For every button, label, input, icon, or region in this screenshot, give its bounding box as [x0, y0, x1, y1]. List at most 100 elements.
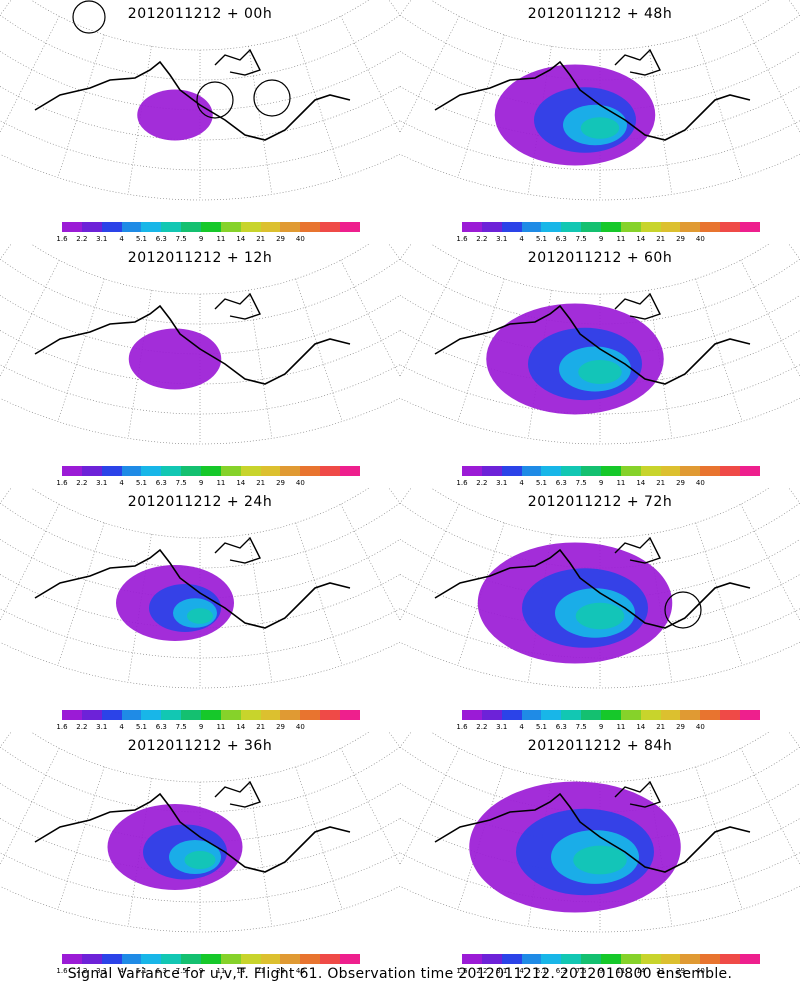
colorbar-cell — [481, 466, 502, 476]
panel-title: 2012011212 + 60h — [527, 250, 673, 266]
colorbar-cell — [501, 710, 522, 720]
colorbar-tick-label: 4 — [519, 235, 524, 243]
colorbar-tick-label: 9 — [198, 723, 204, 731]
colorbar-cell — [280, 222, 301, 232]
colorbar-cell — [201, 710, 221, 720]
longitude-gridline — [648, 46, 673, 195]
colorbar-tick-label: 11 — [616, 723, 626, 731]
colorbar-tick-label: 3.1 — [96, 235, 108, 243]
colorbar-cell — [62, 710, 82, 720]
variance-region — [578, 360, 622, 384]
colorbar-tick-label: 7.5 — [575, 723, 587, 731]
colorbar-tick-label: 11 — [616, 235, 626, 243]
forecast-panel: 2012011212 + 12h 1.6 2.2 3.1 4 5.1 6.3 7.5 9 11 14… — [0, 244, 400, 487]
colorbar-cell — [481, 710, 502, 720]
latitude-gridline — [0, 573, 400, 629]
colorbar-cell — [81, 466, 102, 476]
colorbar-cell — [240, 954, 261, 964]
colorbar-tick-label: 21 — [256, 479, 266, 487]
longitude-gridline — [400, 504, 460, 622]
colorbar-tick-label: 29 — [676, 235, 685, 243]
colorbar-cell — [720, 710, 741, 720]
colorbar-tick-label: 14 — [236, 479, 246, 487]
colorbar-cell — [161, 466, 182, 476]
colorbar-cell — [201, 466, 221, 476]
colorbar-cell — [260, 466, 281, 476]
colorbar-tick-label: 1.6 — [456, 967, 468, 975]
coastline — [34, 792, 351, 873]
colorbar-tick-label: 21 — [256, 723, 266, 731]
colorbar-cell — [240, 222, 261, 232]
panel-title: 2012011212 + 48h — [527, 6, 673, 22]
colorbar-cell — [161, 710, 182, 720]
longitude-gridline — [248, 46, 273, 195]
longitude-gridline — [57, 34, 105, 178]
longitude-gridline — [340, 748, 400, 866]
latitude-gridline — [0, 502, 400, 569]
latitude-gridline — [0, 329, 400, 385]
colorbar-cell — [740, 710, 760, 720]
colorbar-tick-label: 3.1 — [496, 235, 508, 243]
colorbar-tick-label: 14 — [636, 235, 646, 243]
longitude-gridline — [57, 278, 105, 422]
variance-region — [128, 328, 222, 390]
colorbar-cell — [680, 222, 701, 232]
colorbar-cell — [700, 954, 721, 964]
colorbar-tick-label: 3.1 — [496, 723, 508, 731]
colorbar-cell — [181, 466, 202, 476]
colorbar-cell — [141, 222, 162, 232]
colorbar-cell — [660, 710, 681, 720]
colorbar-cell — [581, 954, 602, 964]
colorbar-cell — [640, 222, 661, 232]
panel-title: 2012011212 + 24h — [127, 494, 273, 510]
longitude-gridline — [695, 522, 743, 666]
colorbar-cell — [541, 954, 562, 964]
colorbar-tick-label: 9 — [198, 479, 204, 487]
colorbar-cell — [320, 222, 341, 232]
longitude-gridline — [400, 732, 412, 748]
colorbar-tick-label: 11 — [216, 723, 226, 731]
colorbar-tick-label: 4 — [119, 235, 124, 243]
colorbar-cell — [62, 466, 82, 476]
colorbar-tick-label: 9 — [598, 967, 604, 975]
colorbar-tick-label: 21 — [656, 723, 666, 731]
colorbar-cell — [601, 710, 621, 720]
colorbar-tick-label: 6.3 — [555, 723, 567, 731]
longitude-gridline — [248, 778, 273, 927]
colorbar-tick-label: 29 — [276, 479, 285, 487]
forecast-panel: 2012011212 + 24h 1.6 2.2 3.1 4 5.1 6.3 7.5 9 11 14… — [0, 488, 400, 731]
colorbar-labels: 1.6 2.2 3.1 4 5.1 6.3 7.5 9 11 14 21 29 40 — [56, 723, 360, 733]
latitude-gridline — [0, 397, 400, 445]
colorbar-cell — [320, 954, 341, 964]
longitude-gridline — [295, 766, 343, 910]
panel-title: 2012011212 + 12h — [127, 250, 273, 266]
longitude-gridline — [340, 16, 400, 134]
observation-circle-icon — [196, 81, 234, 119]
colorbar-cell — [161, 222, 182, 232]
colorbar-tick-label: 7.5 — [575, 967, 587, 975]
colorbar-cell — [660, 222, 681, 232]
longitude-gridline — [740, 748, 800, 866]
colorbar-tick-label: 5.1 — [535, 967, 548, 975]
colorbar-cell — [481, 222, 502, 232]
longitude-gridline — [295, 278, 343, 422]
colorbar-tick-label: 29 — [276, 235, 285, 243]
colorbar-tick-label: 7.5 — [575, 479, 587, 487]
panel-title: 2012011212 + 72h — [527, 494, 673, 510]
forecast-panel: 2012011212 + 36h 1.6 2.2 3.1 4 5.1 6.3 7.5 9 11 14… — [0, 732, 400, 975]
colorbar-cell — [620, 222, 641, 232]
longitude-gridline — [0, 732, 12, 748]
colorbar — [62, 222, 360, 232]
longitude-gridline — [400, 0, 412, 16]
colorbar-tick-label: 5.1 — [135, 235, 148, 243]
colorbar-cell — [101, 710, 122, 720]
longitude-gridline — [388, 0, 400, 16]
colorbar-tick-label: 1.6 — [56, 479, 68, 487]
longitude-gridline — [57, 522, 105, 666]
colorbar-cell — [462, 954, 482, 964]
colorbar-cell — [720, 466, 741, 476]
colorbar-tick-label: 2.2 — [476, 967, 488, 975]
colorbar-cell — [700, 222, 721, 232]
polar-map — [400, 488, 800, 689]
colorbar-tick-label: 7.5 — [175, 479, 187, 487]
